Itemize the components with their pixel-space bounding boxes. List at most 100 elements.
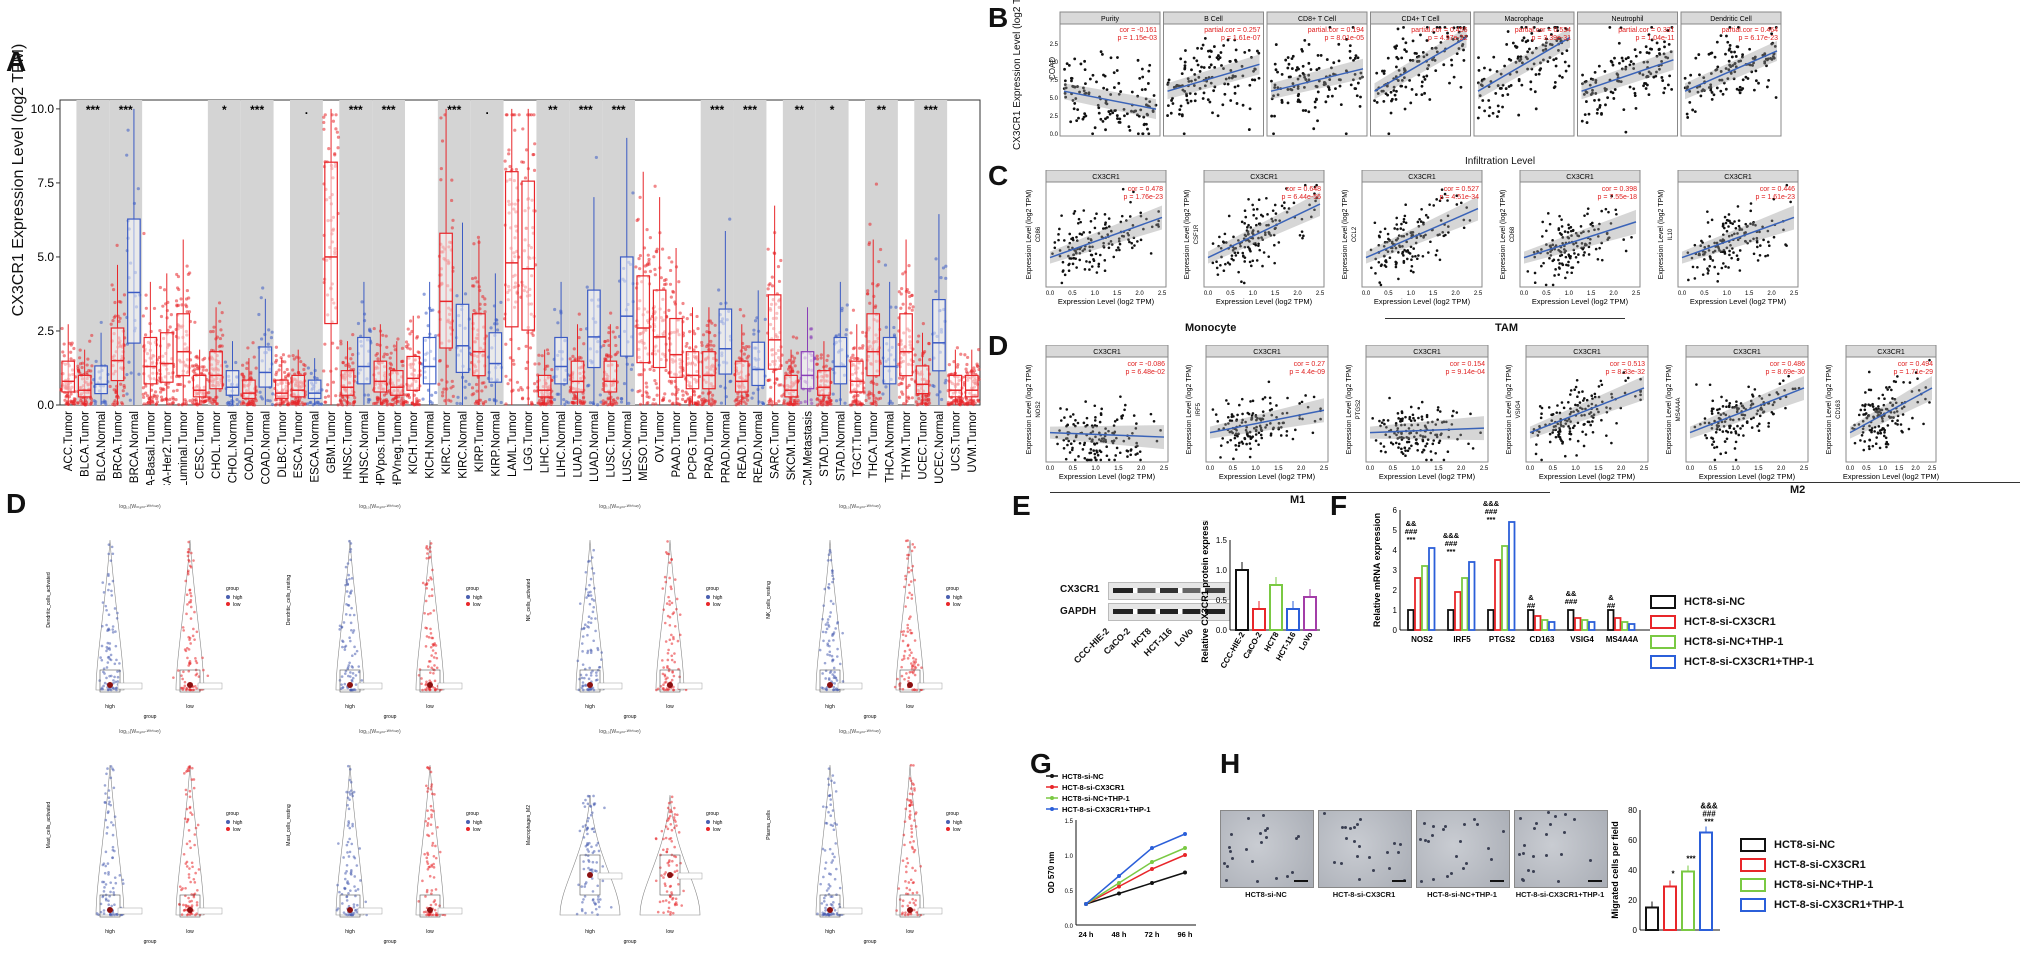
point: [1240, 280, 1243, 284]
point: [1118, 248, 1121, 252]
point: [1373, 99, 1376, 102]
facet-gene: CCL2: [1352, 226, 1358, 242]
point: [1307, 78, 1311, 82]
point: [1327, 88, 1331, 92]
point: [1083, 268, 1087, 271]
point: [1219, 51, 1223, 54]
point: [1051, 252, 1054, 255]
point: [1187, 80, 1191, 83]
data-point: [176, 382, 180, 387]
point: [1655, 41, 1659, 45]
point: [1629, 60, 1633, 63]
data-point: [405, 394, 410, 398]
facet-title: Neutrophil: [1612, 16, 1644, 23]
data-point: [867, 390, 871, 394]
data-point: [225, 364, 229, 368]
category-label: LGG.Tumor: [523, 411, 535, 471]
point: [1151, 110, 1155, 114]
point: [1438, 199, 1442, 203]
point: [1394, 246, 1398, 250]
data-point: [161, 304, 165, 308]
data-point: [845, 303, 849, 307]
data-point: [211, 329, 215, 334]
point: [1076, 85, 1079, 88]
point: [1139, 108, 1143, 112]
point: [1440, 196, 1444, 200]
data-point: [645, 385, 649, 389]
point: [1586, 207, 1590, 210]
data-point: [900, 377, 905, 381]
point: [1086, 237, 1090, 240]
box: [948, 374, 963, 398]
point: [1727, 59, 1731, 63]
data-point: [455, 294, 459, 298]
data-point: [192, 364, 196, 368]
data-point: [69, 400, 73, 404]
data-point: [780, 394, 784, 398]
data-point: [151, 401, 155, 405]
data-point: [755, 316, 759, 320]
point: [1452, 75, 1456, 79]
data-point: [383, 352, 387, 356]
point: [1287, 207, 1291, 210]
data-point: [767, 399, 771, 403]
data-point: [114, 390, 118, 395]
point: [1264, 233, 1267, 237]
point: [1208, 55, 1212, 59]
box: [619, 256, 634, 357]
point: [1487, 114, 1491, 118]
sig-marker: ***: [119, 103, 133, 117]
point: [1215, 260, 1218, 264]
point: [1233, 251, 1237, 255]
category-box: [864, 182, 883, 407]
data-point: [826, 354, 830, 358]
data-point: [654, 402, 658, 406]
point: [1211, 242, 1215, 245]
data-point: [499, 400, 503, 405]
data-point: [874, 182, 879, 186]
category-label: HNSC.Tumor: [343, 411, 355, 480]
data-point: [323, 342, 327, 346]
data-point: [793, 356, 797, 360]
point: [1418, 217, 1421, 221]
point: [1696, 90, 1700, 94]
point: [1157, 210, 1160, 213]
data-point: [450, 198, 454, 203]
sig-marker: *: [222, 103, 227, 117]
point: [1240, 64, 1244, 68]
data-point: [719, 302, 723, 306]
point: [1719, 34, 1723, 38]
data-point: [295, 355, 299, 359]
category-box: [733, 308, 751, 407]
point: [1229, 69, 1233, 72]
data-point: [858, 346, 862, 350]
point: [1419, 33, 1422, 37]
point: [1476, 116, 1480, 120]
data-point: [615, 401, 619, 405]
data-point: [681, 301, 685, 306]
data-point: [750, 396, 754, 400]
point: [1379, 283, 1383, 287]
data-point: [473, 276, 478, 280]
point: [1138, 77, 1142, 80]
point: [1410, 234, 1414, 237]
data-point: [922, 398, 926, 402]
data-point: [382, 355, 386, 359]
point: [1588, 241, 1592, 245]
data-point: [306, 366, 310, 370]
point: [1597, 235, 1600, 238]
data-point: [943, 381, 947, 385]
category-box: [437, 108, 455, 405]
data-point: [258, 390, 262, 394]
point: [1545, 243, 1548, 246]
point: [1078, 251, 1082, 255]
data-point: [475, 280, 479, 284]
data-point: [331, 380, 336, 384]
point: [1359, 71, 1363, 75]
data-point: [685, 316, 689, 321]
point: [1399, 227, 1403, 230]
point: [1405, 257, 1409, 261]
point: [1737, 88, 1741, 92]
y-tick-label: 5.0: [1050, 96, 1059, 102]
point: [1314, 199, 1317, 203]
